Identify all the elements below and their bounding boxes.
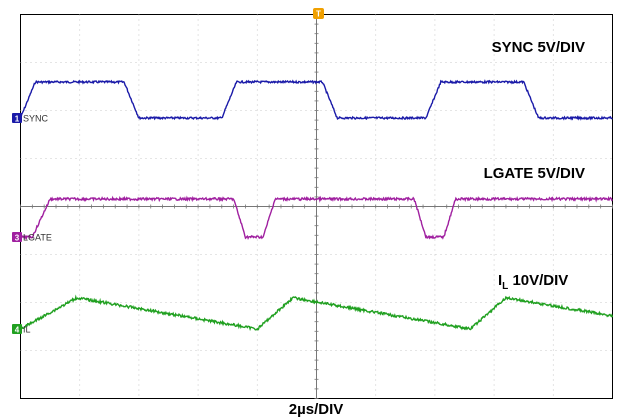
lgate-scale-label: LGATE 5V/DIV (484, 165, 585, 182)
sync-trace (19, 79, 613, 121)
svg-text:3: 3 (15, 234, 20, 243)
sync-scale-label: SYNC 5V/DIV (492, 39, 585, 56)
channel-markers: 1 SYNC 3 LGATE 4 IL (12, 113, 52, 335)
lgate-channel-marker: 3 LGATE (12, 232, 52, 243)
lgate-channel-label: LGATE (23, 233, 52, 243)
trigger-marker: T (313, 8, 324, 19)
sync-channel-label: SYNC (23, 114, 49, 124)
il-trace (19, 294, 614, 332)
il-channel-marker: 4 IL (12, 324, 31, 335)
grid (20, 14, 613, 399)
lgate-trace (19, 195, 613, 241)
x-axis-label: 2µs/DIV (289, 401, 344, 418)
il-scale-label: IL 10V/DIV (498, 272, 568, 292)
svg-text:1: 1 (15, 115, 20, 124)
traces (19, 79, 614, 332)
il-channel-label: IL (23, 325, 31, 335)
svg-text:T: T (316, 10, 321, 19)
sync-channel-marker: 1 SYNC (12, 113, 49, 124)
svg-text:4: 4 (15, 326, 20, 335)
